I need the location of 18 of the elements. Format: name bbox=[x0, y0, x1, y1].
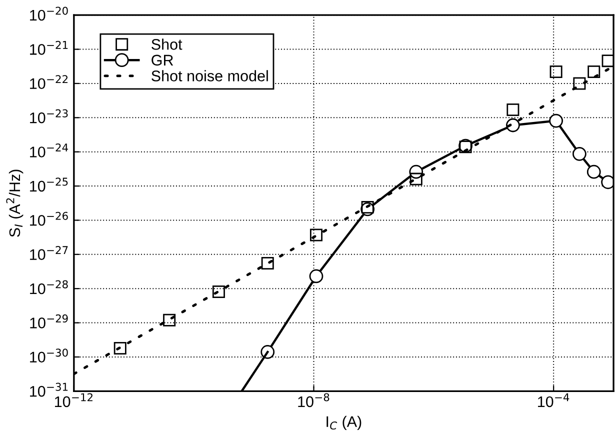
legend-label: Shot noise model bbox=[152, 70, 268, 82]
y-tick-label: 10$^{−25}$ bbox=[30, 178, 68, 192]
y-axis-title: S$_{I}$ (A$^{2}$/Hz) bbox=[6, 170, 24, 237]
y-tick-label: 10$^{−21}$ bbox=[30, 40, 68, 55]
x-tick-label: 10$^{−8}$ bbox=[298, 393, 330, 408]
x-tick-label: 10$^{−4}$ bbox=[538, 393, 570, 408]
y-tick-label: 10$^{−22}$ bbox=[30, 75, 68, 90]
y-tick-label: 10$^{−24}$ bbox=[30, 143, 68, 158]
y-tick-label: 10$^{−20}$ bbox=[30, 6, 68, 21]
legend-label: Shot bbox=[152, 38, 182, 50]
y-tick-label: 10$^{−28}$ bbox=[30, 280, 68, 294]
x-axis-title: I$_{C}$ (A) bbox=[326, 416, 362, 430]
y-tick-label: 10$^{−30}$ bbox=[30, 348, 68, 363]
y-tick-label: 10$^{−23}$ bbox=[30, 109, 68, 124]
y-tick-label: 10$^{−26}$ bbox=[30, 212, 68, 226]
y-tick-label: 10$^{−27}$ bbox=[30, 246, 68, 260]
y-tick-label: 10$^{−29}$ bbox=[30, 314, 68, 328]
legend-label: GR bbox=[152, 54, 174, 66]
